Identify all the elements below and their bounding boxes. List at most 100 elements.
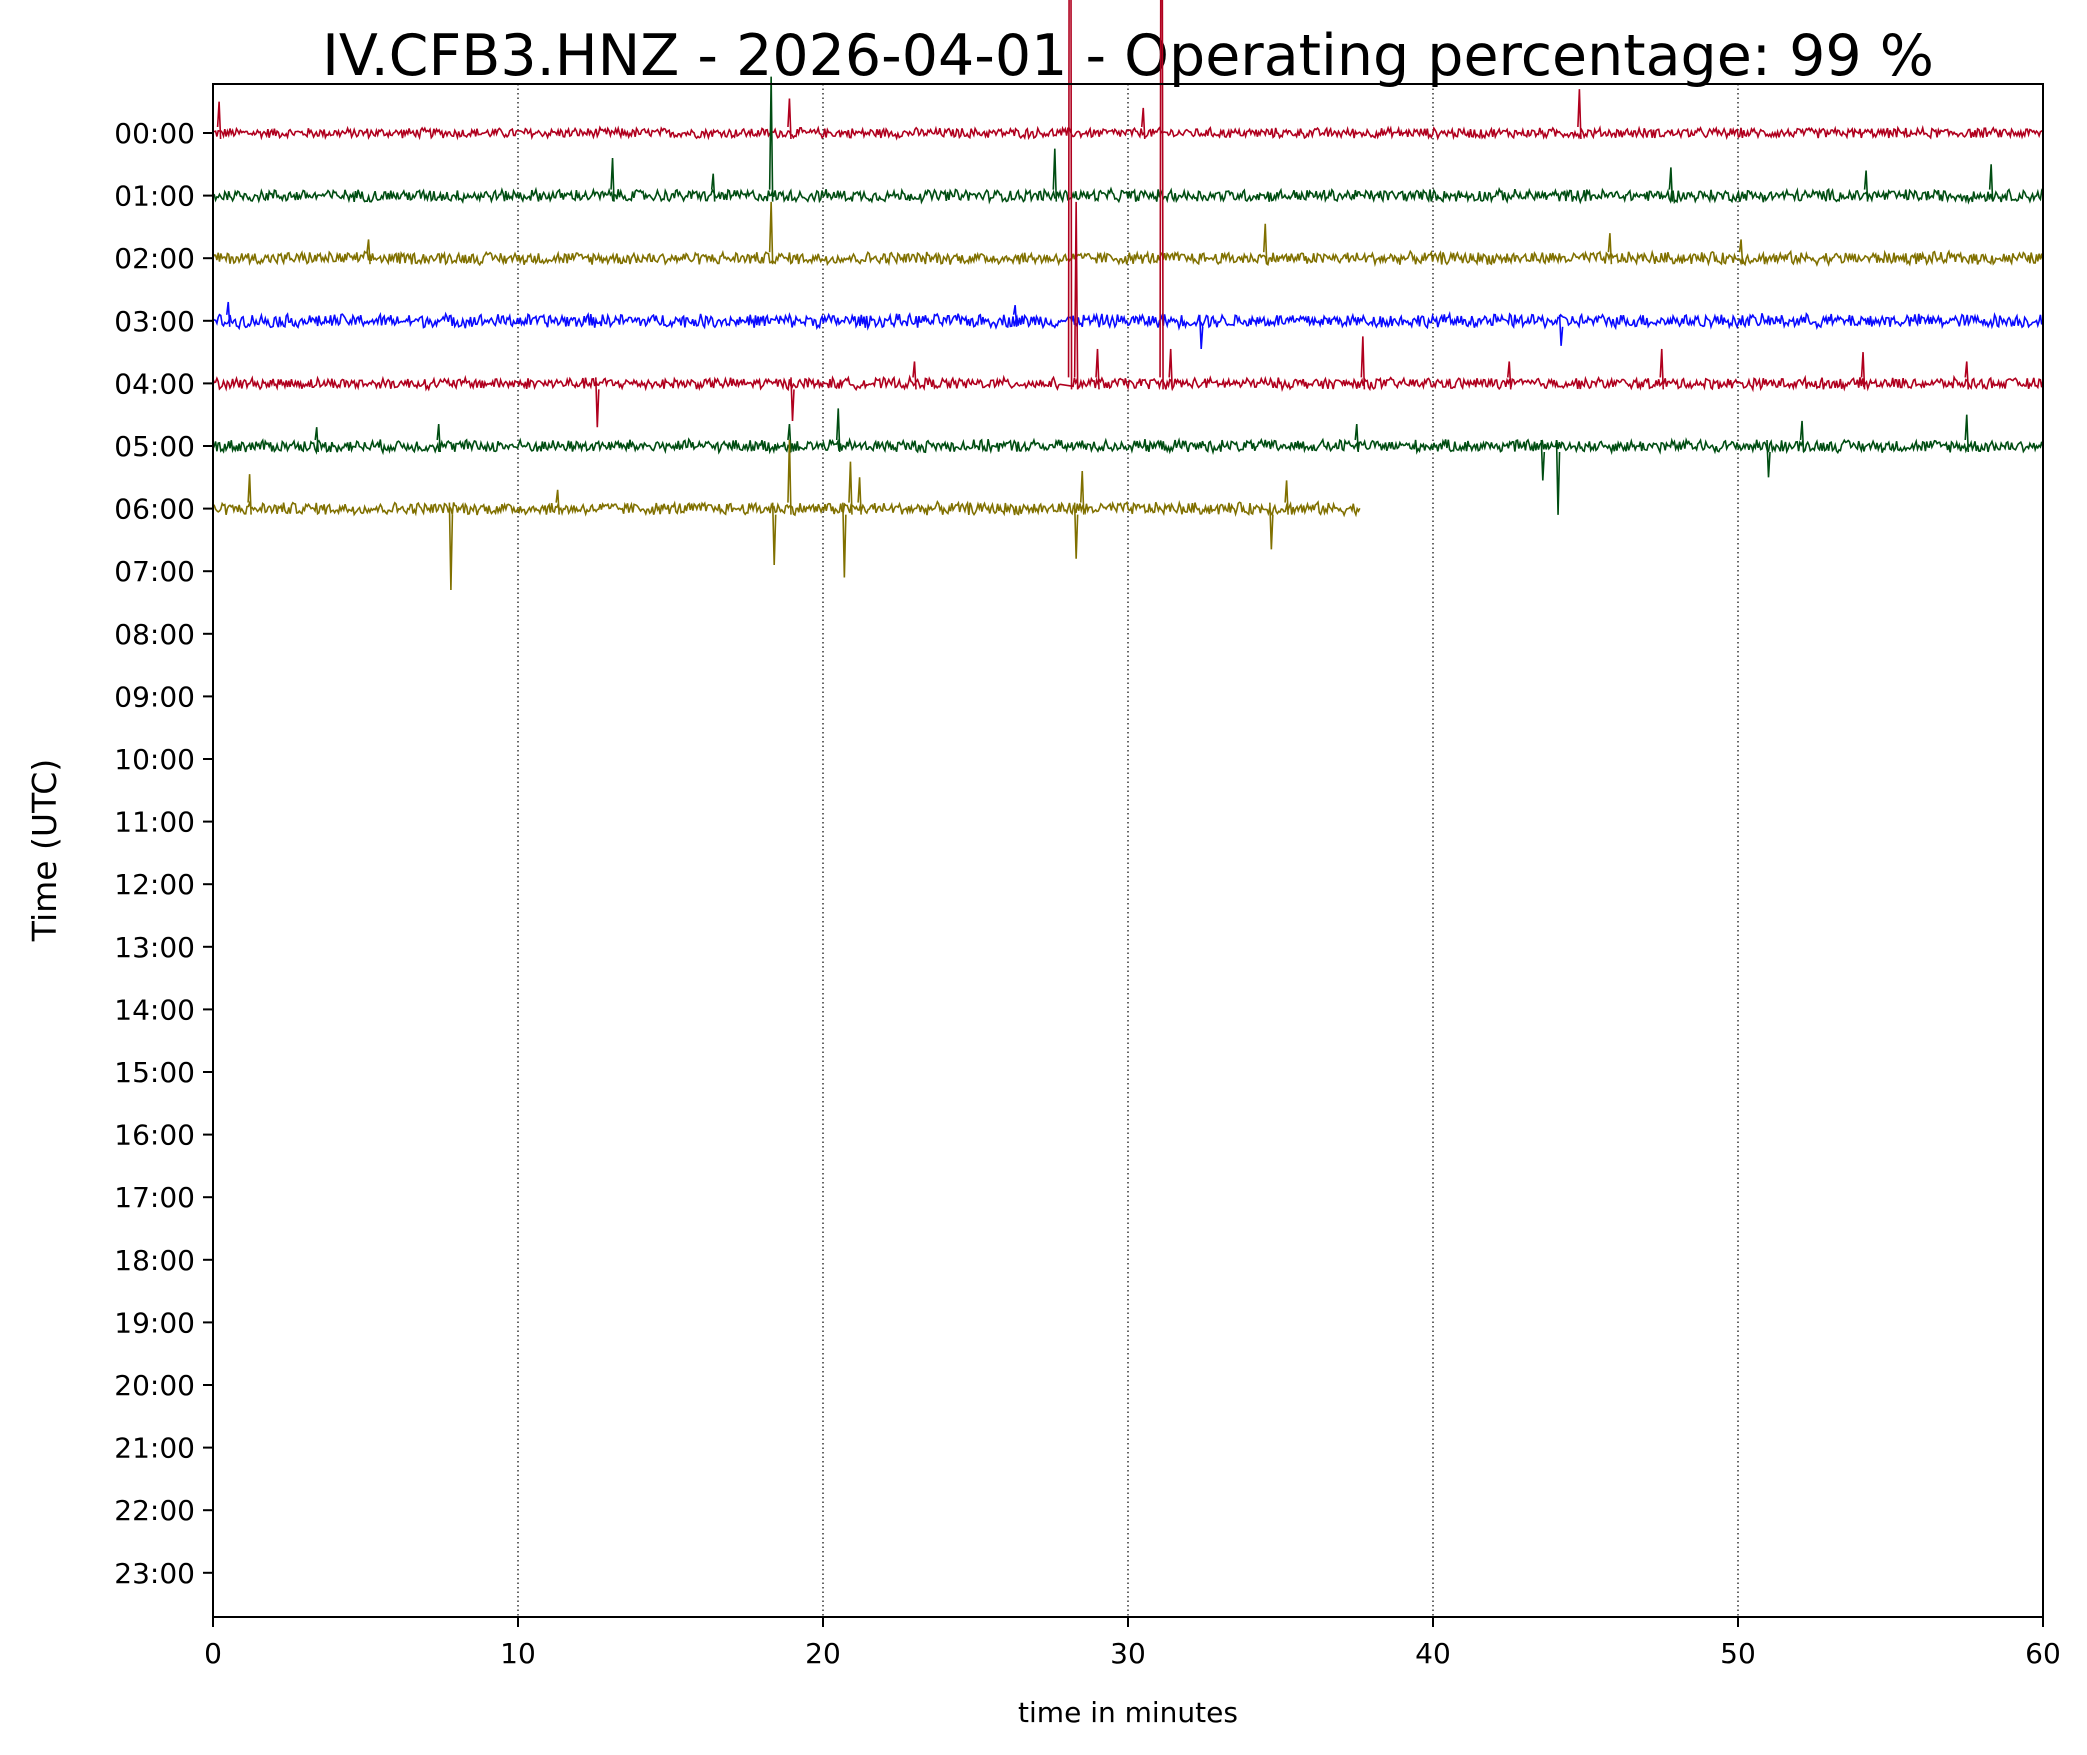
- trace-spike: [1540, 439, 1546, 481]
- trace-spike: [1577, 89, 1582, 140]
- trace-spike: [1766, 439, 1771, 478]
- trace-spike: [1668, 167, 1674, 202]
- trace-spike: [787, 424, 792, 453]
- trace-05:00: [212, 436, 2044, 456]
- trace-spike: [1506, 361, 1512, 390]
- trace-spike: [1799, 420, 1805, 453]
- trace-spike: [768, 201, 774, 265]
- y-tick-label: 09:00: [114, 680, 195, 713]
- trace-spike: [1607, 233, 1613, 265]
- y-axis-label: Time (UTC): [25, 759, 64, 942]
- x-tick-label: 0: [204, 1637, 222, 1670]
- y-tick-label: 00:00: [114, 117, 195, 150]
- trace-spike: [1159, 0, 1164, 390]
- x-axis-label: time in minutes: [1018, 1696, 1238, 1729]
- trace-03:00: [212, 310, 2044, 331]
- trace-spike: [1269, 502, 1274, 550]
- y-tick-label: 07:00: [114, 555, 195, 588]
- y-tick-label: 04:00: [114, 367, 195, 400]
- trace-spike: [768, 76, 774, 202]
- y-tick-label: 14:00: [114, 993, 195, 1026]
- y-tick-label: 06:00: [114, 493, 195, 526]
- trace-spike: [1860, 352, 1866, 390]
- trace-spike: [247, 474, 252, 515]
- trace-spike: [555, 489, 560, 515]
- y-tick-label: 20:00: [114, 1369, 195, 1402]
- trace-spike: [1964, 414, 1970, 453]
- trace-04:00: [212, 374, 2044, 393]
- x-tick-label: 30: [1110, 1637, 1146, 1670]
- y-tick-label: 15:00: [114, 1056, 195, 1089]
- trace-spike: [790, 377, 795, 421]
- trace-spike: [1558, 314, 1564, 346]
- y-tick-label: 05:00: [114, 430, 195, 463]
- x-tick-label: 20: [805, 1637, 841, 1670]
- y-tick-label: 08:00: [114, 618, 195, 651]
- trace-spike: [1354, 424, 1360, 453]
- trace-spike: [771, 502, 777, 565]
- trace-spike: [1073, 502, 1079, 559]
- trace-spike: [787, 439, 792, 515]
- trace-spike: [848, 461, 853, 515]
- trace-spike: [1052, 148, 1058, 202]
- trace-06:00: [212, 499, 1361, 518]
- y-tick-label: 19:00: [114, 1306, 195, 1339]
- trace-spike: [595, 377, 600, 428]
- y-tick-label: 16:00: [114, 1119, 195, 1152]
- y-tick-label: 02:00: [114, 242, 195, 275]
- chart-title: IV.CFB3.HNZ - 2026-04-01 - Operating per…: [322, 23, 1934, 89]
- trace-spike: [787, 98, 792, 140]
- x-tick-label: 10: [500, 1637, 536, 1670]
- trace-spike: [1863, 170, 1869, 202]
- x-tick-label: 40: [1415, 1637, 1451, 1670]
- x-axis: 0 10 20 30 40 50 60: [204, 1617, 2061, 1670]
- trace-spike: [610, 158, 615, 202]
- grid-lines: [517, 84, 1739, 1617]
- y-tick-label: 13:00: [114, 931, 195, 964]
- x-tick-label: 60: [2025, 1637, 2061, 1670]
- y-axis: 00:00 01:00 02:00 03:00 04:00 05:00 06:00 07:00…: [114, 117, 213, 1590]
- trace-spike: [216, 101, 222, 140]
- trace-spike: [842, 502, 847, 578]
- trace-spike: [225, 301, 231, 327]
- trace-spike: [1012, 305, 1018, 327]
- trace-spike: [1079, 471, 1085, 515]
- trace-00:00: [212, 124, 2044, 141]
- trace-spike: [314, 427, 319, 453]
- trace-spike: [1198, 314, 1204, 350]
- trace-spike: [448, 502, 454, 590]
- trace-spike: [1659, 348, 1665, 390]
- trace-spike: [1140, 107, 1146, 140]
- y-tick-label: 21:00: [114, 1432, 195, 1465]
- trace-spike: [1964, 361, 1970, 390]
- x-tick-label: 50: [1720, 1637, 1756, 1670]
- trace-spike: [1284, 480, 1289, 515]
- trace-spike: [1262, 223, 1268, 265]
- trace-spike: [1168, 348, 1173, 390]
- trace-spike: [1360, 336, 1366, 390]
- trace-spike: [366, 239, 371, 265]
- trace-spike: [1067, 0, 1073, 390]
- y-tick-label: 11:00: [114, 806, 195, 839]
- y-tick-label: 03:00: [114, 305, 195, 338]
- trace-spike: [710, 173, 716, 202]
- y-tick-label: 22:00: [114, 1494, 195, 1527]
- trace-01:00: [212, 186, 2044, 205]
- y-tick-label: 01:00: [114, 180, 195, 213]
- y-tick-label: 10:00: [114, 743, 195, 776]
- y-tick-label: 23:00: [114, 1557, 195, 1590]
- trace-spike: [1095, 348, 1100, 390]
- trace-spike: [436, 424, 441, 453]
- trace-spike: [857, 477, 862, 515]
- y-tick-label: 18:00: [114, 1244, 195, 1277]
- trace-spike: [1738, 239, 1744, 265]
- trace-spike: [1988, 164, 1994, 202]
- y-tick-label: 12:00: [114, 868, 195, 901]
- trace-group: [212, 0, 2044, 590]
- y-tick-label: 17:00: [114, 1181, 195, 1214]
- trace-02:00: [212, 249, 2044, 268]
- trace-spike: [835, 408, 841, 453]
- trace-spike: [1073, 201, 1079, 390]
